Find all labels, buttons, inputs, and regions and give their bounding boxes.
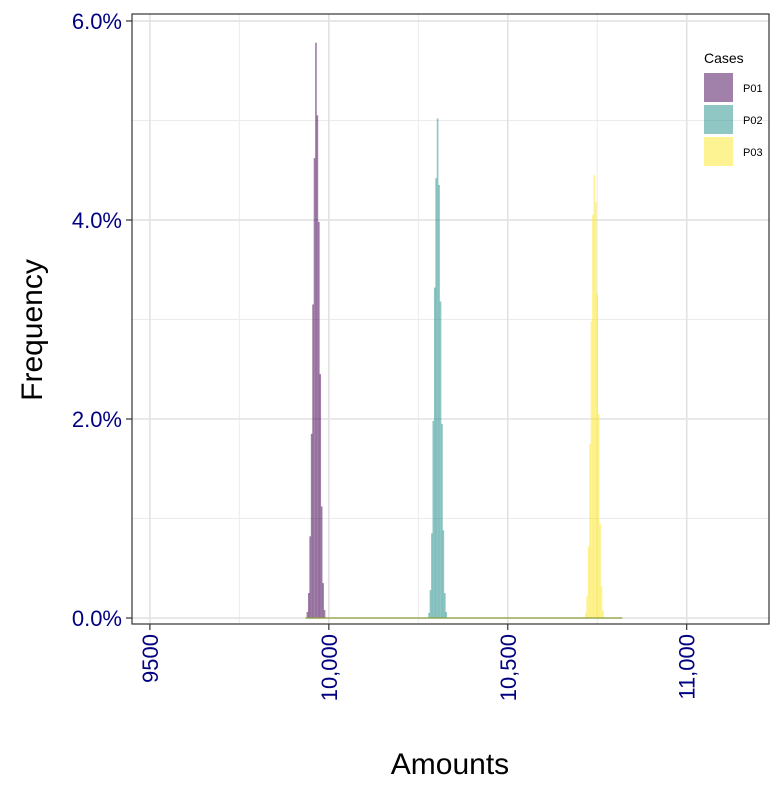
x-tick-label: 10,000: [317, 634, 342, 701]
legend-label: P03: [743, 147, 763, 159]
histogram-bar: [600, 586, 603, 619]
histogram-bar: [306, 611, 309, 619]
y-axis: 0.0% 2.0% 4.0% 6.0%: [72, 9, 132, 631]
histogram-bar: [442, 530, 445, 619]
histogram-bar: [441, 423, 443, 619]
histogram-bar: [438, 185, 440, 619]
histogram-bar: [443, 593, 446, 619]
y-axis-title: Frequency: [16, 259, 49, 401]
x-tick-label: 10,500: [496, 634, 521, 701]
histogram-bar: [313, 158, 316, 619]
histogram-bar: [432, 420, 435, 619]
histogram-bar: [439, 301, 442, 619]
legend-title: Cases: [704, 50, 744, 66]
histogram-bar: [320, 506, 323, 619]
histogram-bar: [593, 175, 596, 619]
histogram-bar: [602, 610, 604, 619]
histogram-bars: [305, 42, 623, 619]
legend: Cases P01 P02 P03: [704, 50, 763, 166]
legend-swatch: [704, 137, 733, 166]
histogram-bar: [436, 118, 439, 619]
histogram-bar: [433, 287, 436, 619]
y-tick-label: 4.0%: [72, 208, 122, 233]
x-axis: 9500 10,000 10,500 11,000: [138, 624, 700, 701]
x-tick-label: 11,000: [675, 634, 700, 700]
histogram-bar: [431, 533, 433, 619]
y-tick-label: 2.0%: [72, 407, 122, 432]
histogram-bar: [322, 583, 324, 619]
histogram-bar: [312, 304, 314, 619]
histogram-bar: [589, 443, 591, 619]
histogram-bar: [309, 536, 312, 619]
histogram-bar: [587, 546, 590, 619]
plot-border: [131, 13, 770, 625]
histogram-bar: [429, 590, 432, 619]
histogram-bar: [590, 321, 593, 619]
histogram-bar: [445, 611, 448, 619]
legend-swatch: [704, 73, 733, 102]
histogram-bar: [597, 413, 600, 619]
histogram-bar: [428, 612, 430, 619]
histogram-bar: [584, 612, 587, 619]
histogram-bar: [596, 294, 599, 619]
legend-label: P02: [743, 115, 763, 127]
histogram-bar: [323, 609, 326, 619]
x-tick-label: 9500: [138, 634, 163, 683]
histogram-bar: [592, 214, 594, 619]
histogram-bar: [317, 221, 320, 619]
histogram-bar: [586, 595, 589, 619]
y-tick-label: 0.0%: [72, 606, 122, 631]
legend-label: P01: [743, 83, 763, 95]
histogram-bar: [315, 42, 317, 619]
histogram-bar: [599, 523, 601, 619]
grid: [132, 14, 769, 624]
histogram-bar: [316, 115, 319, 619]
legend-swatch: [704, 105, 733, 134]
histogram-bar: [307, 593, 310, 619]
plot-frame: [131, 13, 770, 625]
histogram-bar: [435, 178, 438, 619]
histogram-bar: [594, 201, 597, 619]
histogram-bar: [319, 374, 322, 619]
y-tick-label: 6.0%: [72, 9, 122, 34]
histogram-bar: [310, 433, 313, 619]
x-axis-title: Amounts: [391, 748, 509, 781]
